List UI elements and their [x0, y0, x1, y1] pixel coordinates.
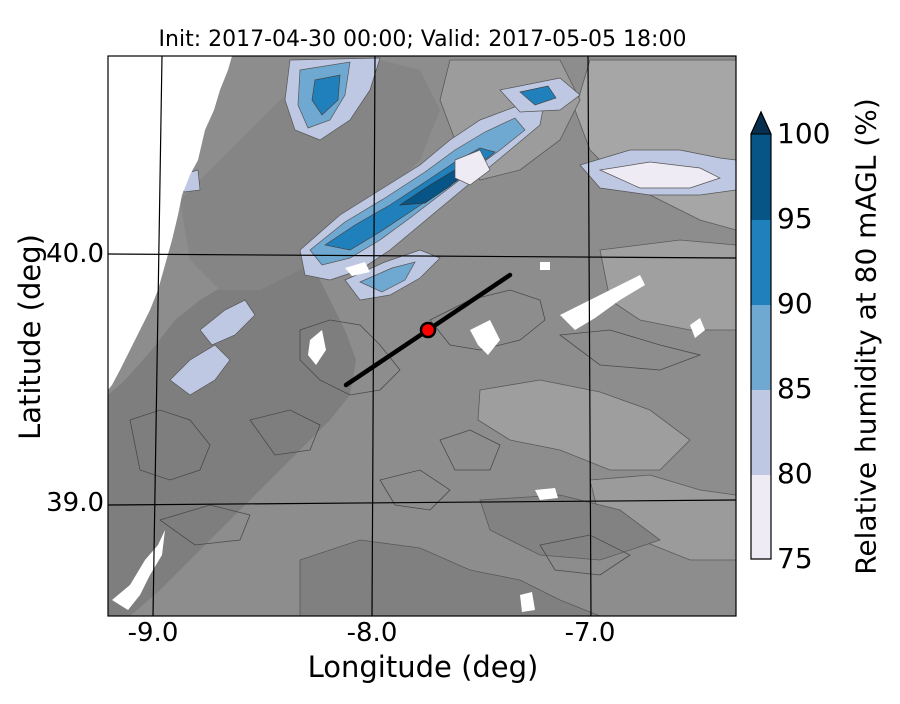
- graticule: [108, 56, 736, 616]
- colorbar-segment-75-80: [751, 475, 771, 559]
- x-tick-label: -9.0: [127, 618, 179, 648]
- colorbar-outline: [750, 110, 772, 560]
- colorbar-extend-arrow: [750, 110, 772, 135]
- x-axis-label: Longitude (deg): [307, 650, 539, 684]
- plot-title: Init: 2017-04-30 00:00; Valid: 2017-05-0…: [158, 27, 687, 52]
- colorbar-label: Relative humidity at 80 mAGL (%): [849, 98, 883, 575]
- colorbar-tick-label: 80: [777, 457, 813, 490]
- y-tick-label: 39.0: [46, 488, 104, 518]
- location-marker: [419, 321, 437, 339]
- y-axis-label: Latitude (deg): [13, 234, 47, 440]
- colorbar-segment-90-95: [751, 220, 771, 305]
- humidity-contours: [169, 57, 736, 396]
- colorbar: [750, 110, 772, 560]
- x-tick-label: -7.0: [564, 618, 616, 648]
- coastal-dark-band: [108, 245, 356, 616]
- y-tick-label: 40.0: [46, 239, 104, 269]
- x-tick-label: -8.0: [346, 618, 398, 648]
- colorbar-tick-label: 90: [777, 287, 813, 320]
- colorbar-segment-85-90: [751, 305, 771, 390]
- darker-patch-southeast: [479, 494, 661, 561]
- water-bodies: [112, 262, 705, 612]
- colorbar-tick-label: 75: [777, 542, 813, 575]
- colorbar-segment-95-100: [751, 134, 771, 220]
- map-frame: [107, 55, 737, 617]
- colorbar-tick-label: 85: [777, 372, 813, 405]
- colorbar-tick-label: 100: [777, 117, 831, 150]
- ocean: [108, 56, 232, 390]
- contour-lines: [129, 289, 702, 576]
- colorbar-tick-label: 95: [777, 202, 813, 235]
- light-patch-central: [477, 379, 691, 471]
- map-panel: [108, 56, 736, 616]
- colorbar-segment-80-85: [751, 390, 771, 475]
